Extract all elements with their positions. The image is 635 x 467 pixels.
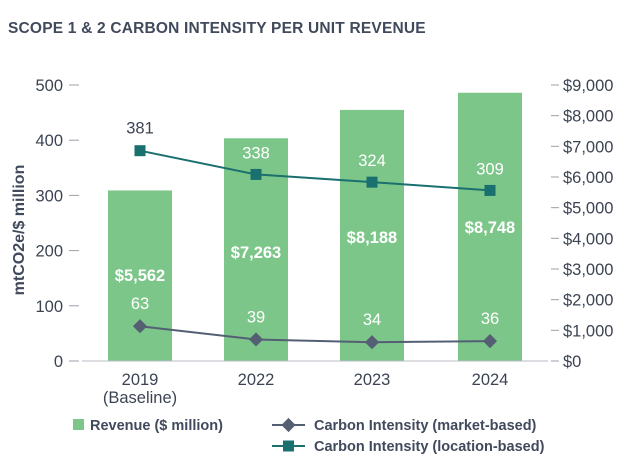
right-axis-tick-label: $2,000 [563,292,613,310]
market-based-label: 34 [363,311,381,329]
left-axis-tick-label: 200 [35,243,63,261]
revenue-bar [340,109,404,361]
bars-layer [108,92,522,361]
left-axis-tick-label: 100 [35,298,63,316]
legend-revenue-swatch [73,419,84,430]
market-based-line [139,325,491,344]
right-axis-tick-label: $3,000 [563,261,613,279]
revenue-bar-label: $8,188 [347,229,397,247]
left-axis-tick-label: 500 [35,77,63,95]
lines-layer [132,145,498,350]
legend-revenue-label: Revenue ($ million) [90,418,223,434]
right-axis-tick-label: $7,000 [563,138,613,156]
legend-location-marker [283,440,294,452]
right-axis-tick-label: $4,000 [563,230,613,248]
location-based-point [134,145,146,157]
market-based-point [364,335,380,350]
location-based-point [250,168,262,180]
left-axis-title: mtCO2e/$ million [11,165,28,296]
right-axis-tick-label: $9,000 [563,77,613,95]
revenue-bar-label: $7,263 [231,244,281,262]
right-axis-tick-label: $5,000 [563,200,613,218]
x-axis-tick-label: 2023 [354,371,391,389]
revenue-bar-label: $5,562 [115,267,165,285]
right-axis-tick-label: $0 [563,353,581,371]
x-axis-tick-label: 2019 [122,371,159,389]
labels-layer: $5,562 $7,263 $8,188 $8,748 63 39 34 36 381 338 32… [115,120,515,330]
revenue-bar-label: $8,748 [465,219,515,237]
legend-market-label: Carbon Intensity (market-based) [314,418,537,434]
location-based-line [139,149,491,192]
left-axis-tick-label: 300 [35,187,63,205]
revenue-bar [458,92,522,361]
chart-title: SCOPE 1 & 2 CARBON INTENSITY PER UNIT RE… [8,20,426,37]
location-based-label: 309 [476,160,504,178]
location-based-label: 381 [126,120,154,138]
location-based-point [484,184,496,196]
market-based-label: 63 [131,295,149,313]
left-axis-tick-label: 0 [54,353,63,371]
right-axis-tick-label: $1,000 [563,322,613,340]
legend: Revenue ($ million) Carbon Intensity (mar… [73,417,545,455]
legend-location-label: Carbon Intensity (location-based) [314,439,545,455]
market-based-point [132,319,148,334]
x-axis-tick-label: 2024 [472,371,509,389]
axes-layer: 0 100 200 300 400 500 $0 $1,000 $2,000 $3,000 $4,0… [11,77,613,407]
x-axis-tick-label: (Baseline) [103,389,177,407]
market-based-label: 39 [247,308,265,326]
legend-market-marker [281,417,296,433]
market-based-label: 36 [481,310,499,328]
right-axis-tick-label: $6,000 [563,169,613,187]
left-axis-tick-label: 400 [35,132,63,150]
location-based-point [366,176,378,188]
right-axis-tick-label: $8,000 [563,108,613,126]
market-based-point [482,334,498,349]
location-based-label: 338 [242,144,270,162]
market-based-point [248,332,264,347]
x-axis-tick-label: 2022 [238,371,275,389]
location-based-label: 324 [358,152,386,170]
